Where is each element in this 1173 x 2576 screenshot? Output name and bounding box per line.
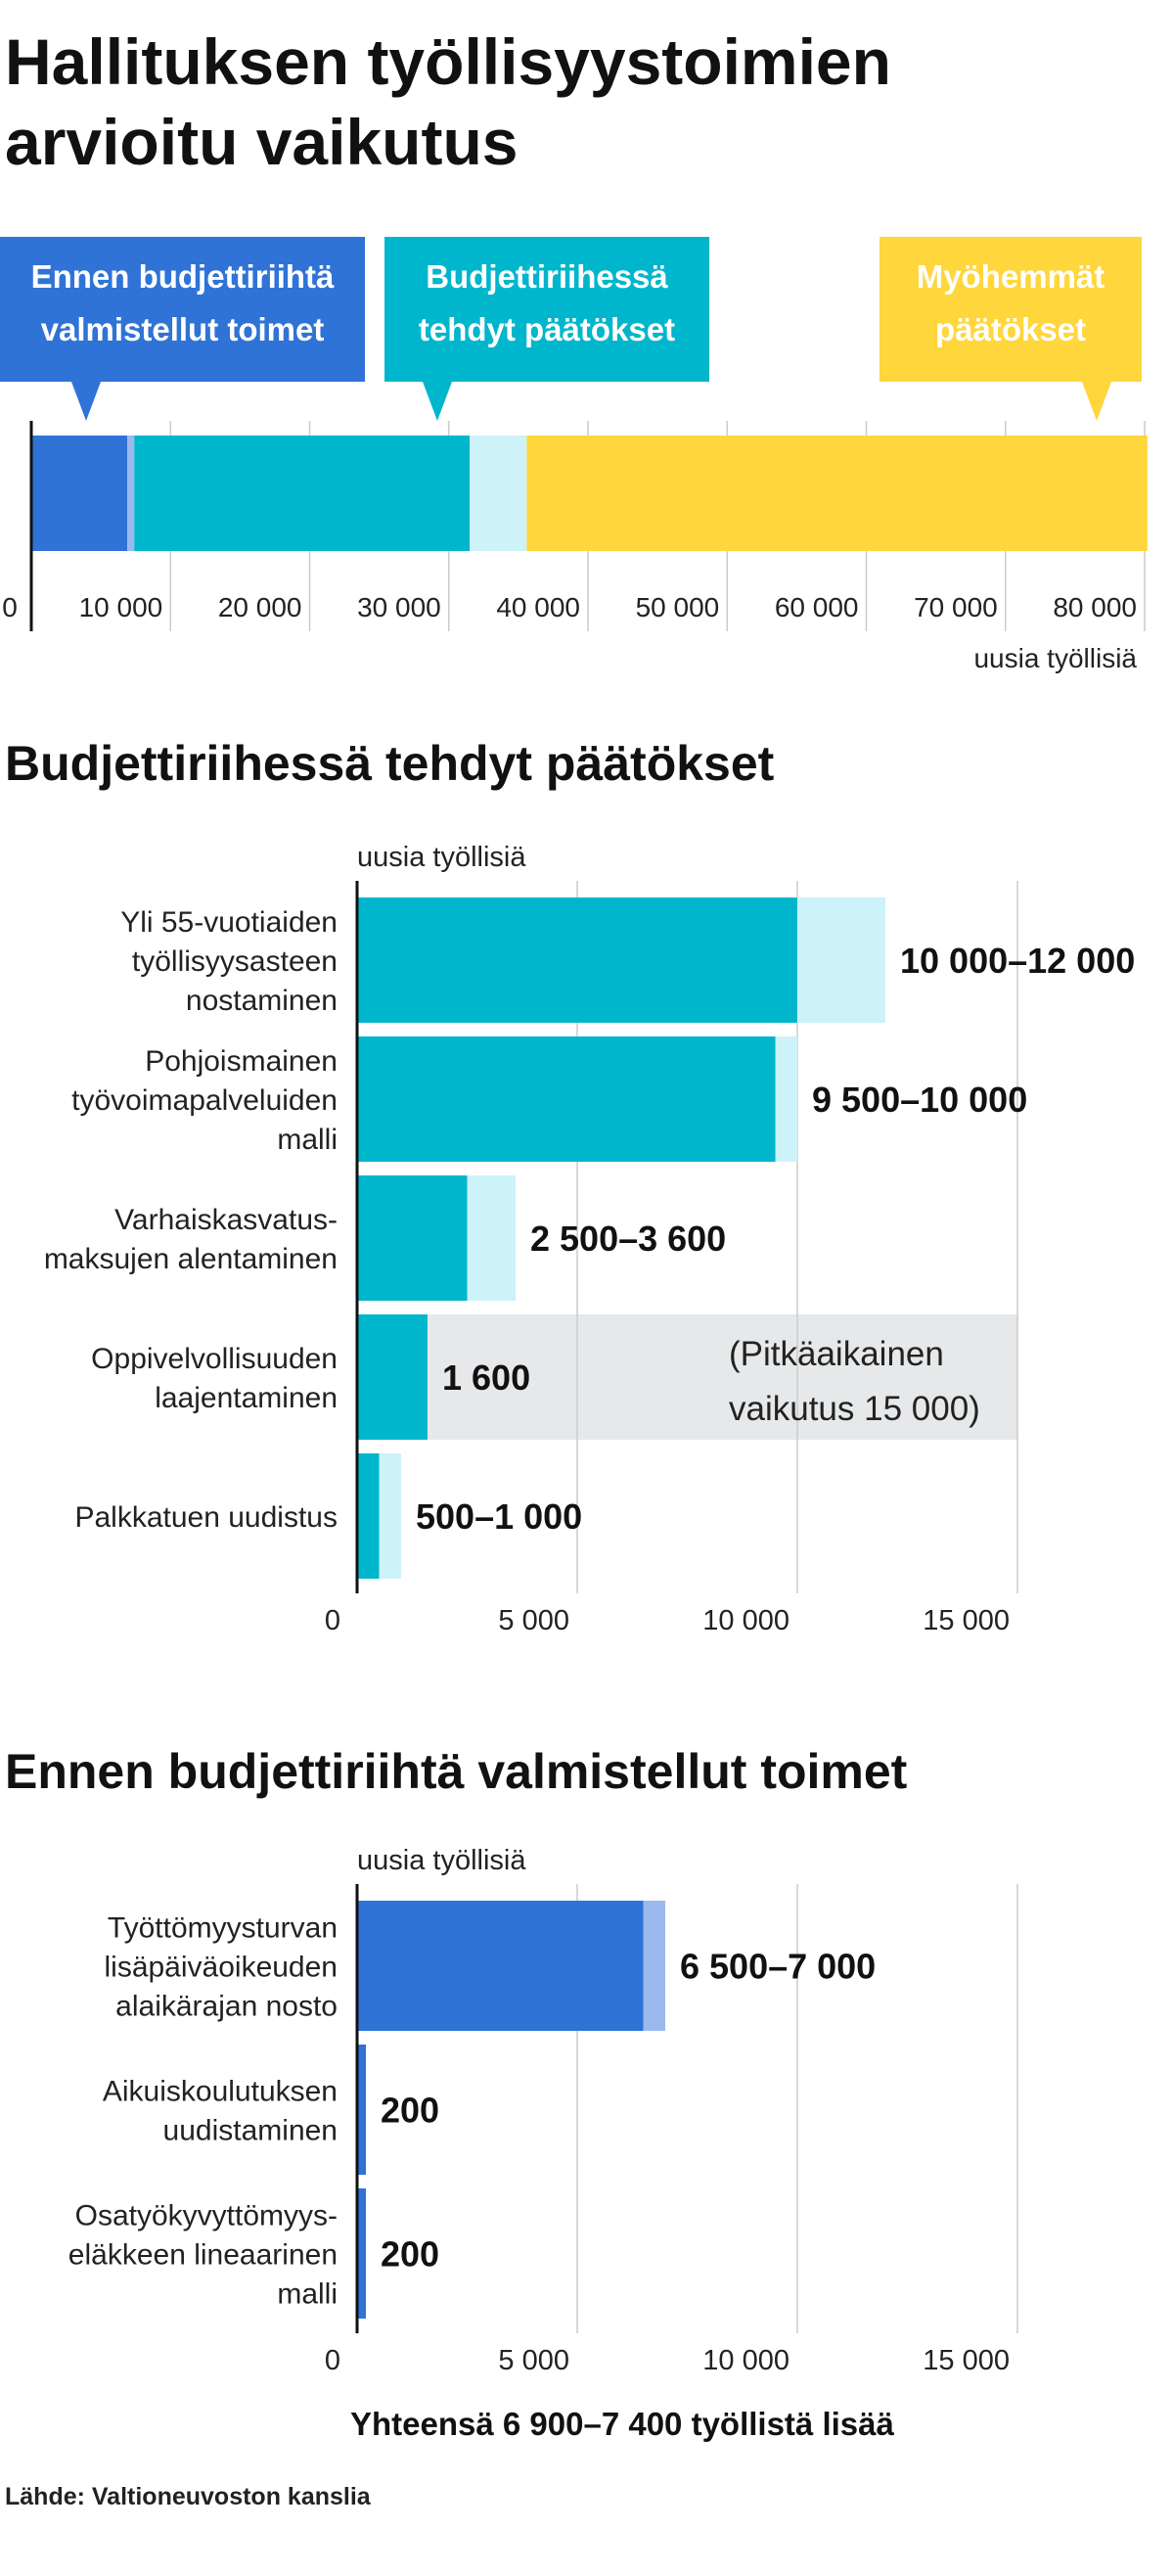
section2-title: Ennen budjettiriihtä valmistellut toimet bbox=[5, 1744, 908, 1799]
data-label-0: 10 000–12 000 bbox=[900, 941, 1135, 981]
top-tick-label-5: 50 000 bbox=[636, 592, 720, 622]
category-label-2-line-1: maksujen alentaminen bbox=[44, 1243, 338, 1275]
data-label-3: 1 600 bbox=[442, 1357, 530, 1398]
budjettiriihi-bar-chart: 10 000–12 000 Yli 55-vuotiaiden työllisyys… bbox=[44, 842, 1135, 1636]
top-tick-label-6: 60 000 bbox=[775, 592, 859, 622]
callout-ennen: Ennen budjettiriihtä valmistellut toimet bbox=[0, 237, 365, 382]
category-label-0-line-2: alaikärajan nosto bbox=[115, 1991, 338, 2023]
top-bar-segment-2 bbox=[134, 436, 471, 551]
unit-label: uusia työllisiä bbox=[357, 1845, 526, 1876]
bar-range-low-1 bbox=[357, 1036, 776, 1162]
top-bar-segment-4 bbox=[526, 436, 1148, 551]
tick-label-1: 5 000 bbox=[498, 1605, 569, 1636]
data-label-1: 9 500–10 000 bbox=[812, 1080, 1027, 1120]
data-label-2: 2 500–3 600 bbox=[530, 1219, 726, 1259]
section1-title: Budjettiriihessä tehdyt päätökset bbox=[5, 736, 775, 791]
data-label-4: 500–1 000 bbox=[416, 1496, 582, 1537]
callout-budjettiriihi-label: Budjettiriihessä tehdyt päätökset bbox=[418, 258, 676, 347]
category-label-0-line-0: Työttömyysturvan bbox=[108, 1912, 338, 1945]
unit-label: uusia työllisiä bbox=[357, 842, 526, 873]
callout-ennen-pointer bbox=[71, 382, 101, 421]
top-stacked-bar-chart: 0 10 000 20 000 30 000 40 000 50 000 60 000 70 … bbox=[2, 421, 1148, 673]
top-tick-label-1: 10 000 bbox=[79, 592, 163, 622]
bar-range-low-1 bbox=[357, 2045, 366, 2175]
category-label-1-line-2: malli bbox=[277, 1124, 338, 1156]
ennen-budjettiriihta-bar-chart: 6 500–7 000 Työttömyysturvan lisäpäiväoike… bbox=[68, 1845, 1018, 2442]
bar-range-high-0 bbox=[643, 1901, 665, 2031]
band-note-line-2: vaikutus 15 000) bbox=[729, 1390, 980, 1428]
bar-range-low-4 bbox=[357, 1453, 380, 1579]
source-note: Lähde: Valtioneuvoston kanslia bbox=[5, 2483, 371, 2510]
callout-myohemmat-label: Myöhemmät päätökset bbox=[916, 258, 1105, 347]
bar-range-high-4 bbox=[379, 1453, 401, 1579]
category-label-0-line-2: nostaminen bbox=[186, 985, 338, 1017]
band-note-line-1: (Pitkäaikainen bbox=[729, 1335, 944, 1373]
top-bar-segment-3 bbox=[470, 436, 527, 551]
bar-range-high-1 bbox=[775, 1036, 797, 1162]
top-tick-label-0: 0 bbox=[2, 592, 18, 622]
category-label-2-line-0: Osatyökyvyttömyys- bbox=[75, 2200, 338, 2232]
bar-range-high-0 bbox=[797, 897, 885, 1023]
top-tick-label-7: 70 000 bbox=[914, 592, 998, 622]
bar-range-low-0 bbox=[357, 897, 797, 1023]
callout-budjettiriihi-pointer bbox=[423, 382, 452, 421]
category-label-0-line-1: lisäpäiväoikeuden bbox=[104, 1952, 338, 1984]
tick-label-2: 10 000 bbox=[702, 2345, 790, 2376]
top-tick-label-2: 20 000 bbox=[218, 592, 302, 622]
top-unit-label: uusia työllisiä bbox=[973, 643, 1137, 673]
category-label-1-line-0: Aikuiskoulutuksen bbox=[103, 2076, 338, 2108]
category-label-1-line-1: työvoimapalveluiden bbox=[71, 1084, 338, 1117]
tick-label-0: 0 bbox=[325, 2345, 340, 2376]
category-label-1-line-1: uudistaminen bbox=[163, 2115, 338, 2147]
top-bar-segment-0 bbox=[31, 436, 128, 551]
bar-range-high-2 bbox=[467, 1175, 516, 1301]
data-label-0: 6 500–7 000 bbox=[680, 1947, 876, 1987]
top-tick-label-8: 80 000 bbox=[1053, 592, 1137, 622]
category-label-3-line-0: Oppivelvollisuuden bbox=[91, 1343, 338, 1375]
tick-label-2: 10 000 bbox=[702, 1605, 790, 1636]
bar-range-low-2 bbox=[357, 1175, 468, 1301]
top-bar-segment-1 bbox=[127, 436, 135, 551]
data-label-2: 200 bbox=[381, 2234, 439, 2275]
top-tick-label-3: 30 000 bbox=[357, 592, 441, 622]
top-tick-label-4: 40 000 bbox=[496, 592, 580, 622]
category-label-3-line-1: laajentaminen bbox=[155, 1382, 338, 1414]
bar-range-low-0 bbox=[357, 1901, 644, 2031]
category-label-0-line-0: Yli 55-vuotiaiden bbox=[120, 906, 338, 939]
bar-range-low-2 bbox=[357, 2188, 366, 2319]
tick-label-3: 15 000 bbox=[923, 2345, 1010, 2376]
category-label-2-line-1: eläkkeen lineaarinen bbox=[68, 2239, 338, 2272]
category-label-1-line-0: Pohjoismainen bbox=[145, 1045, 338, 1078]
category-label-2-line-0: Varhaiskasvatus- bbox=[114, 1204, 338, 1236]
tick-label-0: 0 bbox=[325, 1605, 340, 1636]
callout-ennen-label: Ennen budjettiriihtä valmistellut toimet bbox=[30, 258, 335, 347]
tick-label-1: 5 000 bbox=[498, 2345, 569, 2376]
category-label-0-line-1: työllisyysasteen bbox=[132, 945, 338, 978]
page-title: Hallituksen työllisyystoimien arvioitu v… bbox=[5, 25, 891, 178]
total-label: Yhteensä 6 900–7 400 työllistä lisää bbox=[350, 2406, 894, 2442]
tick-label-3: 15 000 bbox=[923, 1605, 1010, 1636]
data-label-1: 200 bbox=[381, 2091, 439, 2131]
category-label-2-line-2: malli bbox=[277, 2278, 338, 2311]
callout-myohemmat: Myöhemmät päätökset bbox=[880, 237, 1142, 382]
callout-myohemmat-pointer bbox=[1082, 382, 1111, 421]
long-term-band bbox=[357, 1314, 1017, 1440]
callout-budjettiriihi: Budjettiriihessä tehdyt päätökset bbox=[384, 237, 709, 382]
bar-range-low-3 bbox=[357, 1314, 428, 1440]
category-label-4-line-0: Palkkatuen uudistus bbox=[74, 1501, 338, 1534]
